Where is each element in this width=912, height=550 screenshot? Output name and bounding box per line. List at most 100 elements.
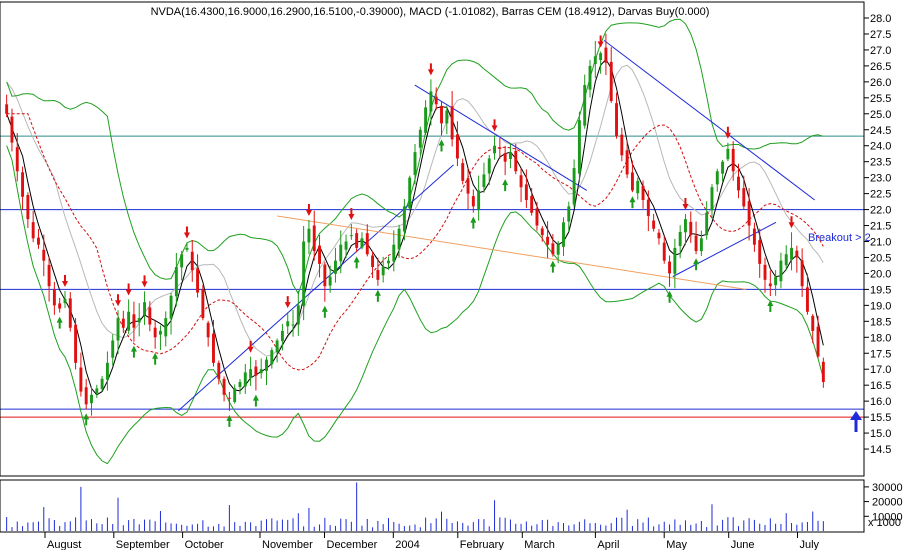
candle-body [58, 303, 62, 309]
buy-arrow-icon [629, 196, 636, 203]
candle-body [440, 105, 443, 124]
candle-body [588, 65, 592, 90]
candle-body [111, 340, 115, 358]
sell-arrow-icon [597, 41, 604, 48]
candle-body [381, 267, 385, 276]
candle-body [26, 195, 30, 220]
candle-body [678, 231, 682, 246]
candle-body [74, 324, 78, 363]
sell-arrow-icon [115, 300, 122, 307]
price-tick-label: 18.0 [870, 332, 891, 344]
candle-body [699, 238, 703, 252]
candle-body [546, 236, 550, 245]
candle-body [429, 91, 433, 112]
month-label: April [597, 539, 619, 550]
candle-body [291, 324, 295, 326]
candle-body [466, 178, 470, 194]
candle-body [201, 288, 205, 319]
candle-body [376, 270, 380, 280]
buy-arrow-icon [56, 316, 63, 323]
moving-average-line [6, 58, 824, 396]
candle-body [90, 394, 93, 404]
candle-body [477, 190, 481, 211]
candle-body [270, 350, 274, 365]
candle-body [811, 315, 815, 331]
candle-body [721, 161, 725, 174]
sell-arrow-icon [141, 281, 148, 288]
price-tick-label: 23.5 [870, 157, 891, 169]
candle-body [349, 235, 353, 237]
candle-body [286, 321, 290, 327]
candle-body [307, 228, 311, 243]
candle-body [742, 188, 746, 207]
candle-body [641, 185, 645, 200]
buy-arrow-icon [666, 290, 673, 297]
candle-body [434, 96, 438, 105]
candle-body [37, 237, 40, 245]
buy-arrow-icon [226, 414, 233, 421]
candle-body [418, 129, 422, 148]
candle-body [599, 53, 603, 61]
candle-body [116, 318, 120, 341]
price-tick-label: 21.5 [870, 221, 891, 233]
price-panel-frame [0, 1, 865, 477]
candle-body [365, 233, 369, 255]
candle-body [206, 322, 210, 338]
candle-body [143, 302, 146, 316]
candle-body [318, 245, 322, 264]
candle-body [339, 244, 343, 262]
candle-body [174, 267, 178, 297]
candle-body [715, 171, 719, 185]
candle-body [493, 145, 497, 154]
month-label: October [185, 539, 224, 550]
candle-body [68, 298, 72, 328]
candle-body [63, 298, 67, 304]
candle-body [243, 372, 247, 387]
month-label: July [800, 539, 820, 550]
candle-body [344, 241, 348, 250]
trend-line [672, 221, 777, 278]
candle-body [387, 260, 390, 264]
candle-body [609, 61, 613, 102]
volume-tick-label: 10000 [872, 511, 903, 523]
candle-body [737, 176, 740, 191]
candle-body [694, 235, 698, 252]
candle-body [249, 369, 253, 378]
buy-arrow-icon [767, 300, 774, 307]
month-axis: August September October November December 20… [44, 532, 820, 550]
candle-body [333, 260, 337, 274]
breakout-annotation: Breakout > 2 [808, 232, 871, 244]
candle-body [424, 107, 428, 133]
sell-arrow-icon [427, 69, 434, 76]
candle-body [821, 361, 825, 382]
candle-body [726, 148, 730, 160]
candle-body [572, 168, 576, 205]
candle-body [52, 289, 56, 306]
candlesticks [5, 33, 825, 416]
buy-arrow-icon [374, 289, 381, 296]
candle-body [47, 264, 51, 287]
candle-body [790, 247, 793, 260]
candle-body [42, 249, 46, 261]
candle-body [752, 228, 756, 245]
candle-body [684, 219, 687, 233]
candle-body [15, 147, 19, 172]
candle-body [323, 264, 327, 287]
price-tick-label: 28.0 [870, 13, 891, 25]
volume-axis: 10000 20000 30000 [864, 482, 903, 523]
candle-body [530, 195, 534, 213]
candle-body [185, 247, 189, 250]
month-label: 2004 [395, 539, 419, 550]
price-tick-label: 15.0 [870, 428, 891, 440]
candle-body [779, 260, 783, 282]
month-label: June [731, 539, 755, 550]
price-tick-label: 15.5 [870, 412, 891, 424]
candle-body [774, 276, 778, 286]
candle-body [392, 244, 396, 262]
candle-body [254, 366, 258, 376]
price-tick-label: 24.0 [870, 141, 891, 153]
price-tick-label: 16.5 [870, 380, 891, 392]
sell-arrow-icon [491, 125, 498, 132]
price-tick-label: 21.0 [870, 237, 891, 249]
candle-body [567, 206, 571, 222]
